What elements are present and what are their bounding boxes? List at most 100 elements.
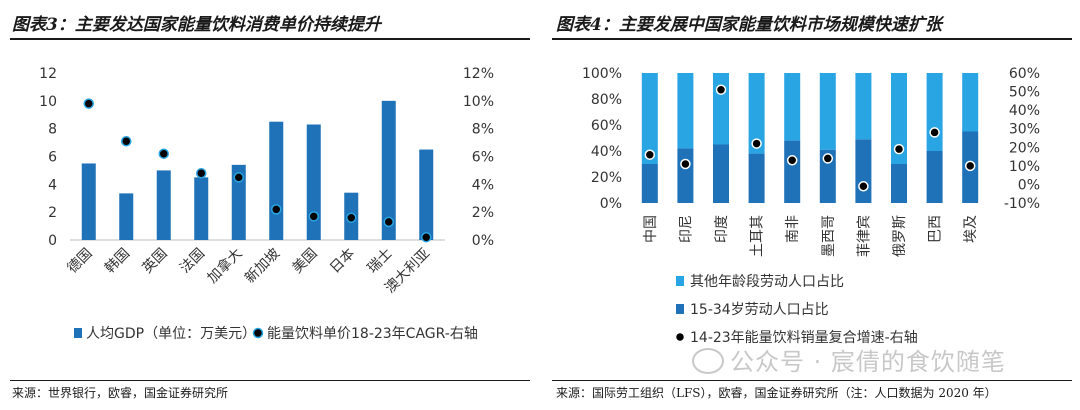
left-cagr-dot: [383, 216, 394, 228]
left-gdp-bar: [306, 124, 321, 240]
right-growth-dot: [644, 149, 656, 160]
right-other-labor-bar: [819, 73, 836, 150]
right-source-rule: [552, 380, 1072, 381]
right-chart-title: 图表4：主要发展中国家能量饮料市场规模快速扩张: [556, 15, 942, 35]
left-gdp-bar: [231, 164, 246, 240]
right-other-labor-bar: [748, 73, 765, 154]
left-cagr-dot: [346, 212, 357, 223]
left-y2-tick-label: 6%: [472, 150, 494, 166]
left-title-rule: [10, 38, 530, 40]
legend-gdp-swatch: [74, 328, 82, 338]
right-growth-dot: [715, 84, 727, 95]
right-other-labor-bar: [891, 73, 907, 164]
left-x-tick-label: 美国: [289, 246, 320, 277]
right-growth-dot: [929, 127, 940, 138]
left-y2-tick-label: 4%: [472, 177, 494, 193]
left-cagr-dot: [196, 167, 207, 179]
right-growth-dot: [822, 153, 834, 164]
left-y-tick-label: 6: [48, 150, 57, 166]
legend-cagr-label: 能量饮料单价18-23年CAGR-右轴: [267, 326, 478, 342]
right-y-tick-label: 100%: [582, 66, 622, 82]
right-x-tick-label: 土耳其: [750, 215, 766, 257]
legend-gdp-label: 人均GDP（单位：万美元）: [86, 326, 256, 342]
legend-growth-label: 14-23年能量饮料销量复合增速-右轴: [690, 329, 918, 346]
left-x-tick-label: 英国: [139, 245, 171, 277]
right-y2-tick-label: 40%: [1009, 103, 1040, 119]
legend-other-labor-swatch: [676, 276, 684, 286]
left-x-tick-label: 日本: [327, 246, 358, 277]
right-y-tick-label: 20%: [591, 170, 622, 186]
right-y2-tick-label: -10%: [1004, 196, 1040, 212]
right-x-tick-label: 菲律宾: [856, 215, 872, 257]
left-gdp-bar: [381, 100, 396, 240]
legend-cagr-marker: [252, 327, 264, 339]
left-cagr-dot: [421, 231, 432, 243]
right-young-labor-bar: [784, 140, 801, 203]
right-other-labor-bar: [641, 73, 658, 164]
right-young-labor-bar: [819, 149, 836, 203]
right-young-labor-bar: [748, 153, 765, 203]
left-gdp-bar: [419, 149, 434, 240]
watermark: 公众号 · 宸倩的食饮随笔: [692, 342, 1006, 377]
right-y2-tick-label: 30%: [1009, 122, 1040, 138]
left-gdp-bar: [156, 170, 171, 240]
right-y2-tick-label: 60%: [1009, 66, 1040, 82]
right-other-labor-bar: [855, 73, 872, 140]
right-young-labor-bar: [677, 148, 694, 203]
right-y-tick-label: 0%: [600, 196, 622, 212]
left-y2-tick-label: 12%: [463, 66, 494, 82]
legend-young-labor-label: 15-34岁劳动人口占比: [690, 302, 829, 318]
left-x-tick-label: 新加坡: [242, 246, 283, 287]
right-x-tick-label: 俄罗斯: [892, 215, 908, 257]
left-gdp-bar: [119, 193, 134, 240]
left-y-tick-label: 4: [48, 177, 57, 193]
left-y2-tick-label: 10%: [463, 94, 494, 110]
right-other-labor-bar: [926, 73, 943, 151]
right-young-labor-bar: [926, 151, 943, 203]
left-y-tick-label: 12: [39, 66, 57, 82]
left-gdp-bar: [194, 177, 209, 240]
right-y-tick-label: 80%: [591, 92, 622, 108]
right-x-tick-label: 印度: [714, 215, 730, 243]
right-y2-tick-label: 10%: [1009, 159, 1040, 175]
right-source-note: 来源：国际劳工组织（LFS），欧睿，国金证券研究所（注：人口数据为 2020 年…: [556, 386, 997, 400]
left-y-tick-label: 8: [48, 122, 57, 138]
right-growth-dot: [964, 160, 976, 172]
right-young-labor-bar: [855, 139, 872, 203]
right-y-tick-label: 40%: [591, 144, 622, 160]
left-cagr-dot: [308, 211, 319, 222]
left-cagr-dot: [271, 204, 282, 215]
left-y-tick-label: 0: [48, 233, 57, 249]
watermark-text: 公众号 · 宸倩的食饮随笔: [730, 348, 1006, 376]
right-other-labor-bar: [784, 73, 801, 141]
right-growth-dot: [680, 158, 691, 170]
left-x-tick-label: 德国: [64, 246, 95, 277]
left-y-tick-label: 10: [39, 94, 57, 110]
right-x-tick-label: 印尼: [678, 215, 694, 243]
right-y2-tick-label: 50%: [1009, 85, 1040, 101]
left-source-note: 来源：世界银行，欧睿，国金证券研究所: [12, 386, 229, 400]
left-x-tick-label: 瑞士: [364, 246, 395, 277]
wechat-icon: [692, 348, 724, 374]
right-y-tick-label: 60%: [591, 118, 622, 134]
left-chart-title: 图表3：主要发达国家能量饮料消费单价持续提升: [12, 15, 381, 35]
left-x-tick-label: 韩国: [102, 246, 133, 277]
right-young-labor-bar: [713, 144, 729, 203]
left-y2-tick-label: 8%: [472, 122, 494, 138]
left-source-rule: [10, 380, 530, 381]
right-y2-tick-label: 0%: [1018, 177, 1040, 193]
legend-young-labor-swatch: [676, 304, 684, 314]
left-x-tick-label: 加拿大: [204, 245, 246, 287]
right-title-rule: [552, 38, 1072, 40]
right-x-tick-label: 墨西哥: [821, 215, 837, 257]
left-y-tick-label: 2: [48, 205, 57, 221]
left-y2-tick-label: 0%: [472, 233, 494, 249]
right-x-tick-label: 南非: [785, 215, 801, 243]
left-gdp-bar: [81, 163, 96, 240]
right-x-tick-label: 埃及: [963, 215, 979, 243]
right-young-labor-bar: [891, 164, 907, 203]
right-x-tick-label: 中国: [643, 215, 659, 243]
right-other-labor-bar: [677, 73, 694, 149]
left-cagr-dot: [83, 98, 94, 109]
left-cagr-dot: [158, 148, 169, 159]
